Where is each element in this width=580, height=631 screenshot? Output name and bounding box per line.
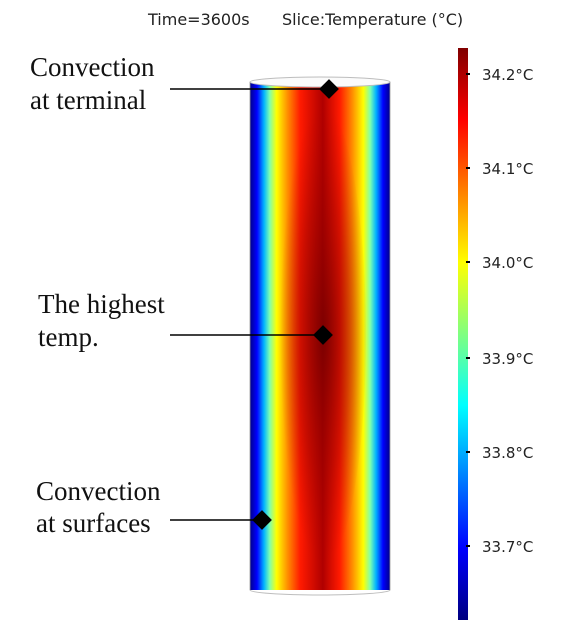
tick-label-33-9: 33.9°C	[482, 350, 533, 368]
color-bar	[458, 48, 468, 620]
annotation-highest: The highest temp.	[38, 289, 333, 352]
tick-label-34-2: 34.2°C	[482, 66, 533, 84]
annotation-terminal: Convection at terminal	[30, 52, 339, 115]
tick-label-33-7: 33.7°C	[482, 538, 533, 556]
annotation-highest-line1: The highest	[38, 289, 165, 319]
marker-terminal	[319, 79, 339, 99]
tick-label-34-1: 34.1°C	[482, 160, 533, 178]
annotation-surfaces-line1: Convection	[36, 476, 161, 506]
marker-highest	[313, 325, 333, 345]
annotation-surfaces: Convection at surfaces	[36, 476, 272, 538]
time-label: Time=3600s	[147, 10, 250, 29]
tick-label-33-8: 33.8°C	[482, 444, 533, 462]
annotation-highest-line2: temp.	[38, 322, 99, 352]
annotation-surfaces-line2: at surfaces	[36, 508, 151, 538]
annotation-terminal-line2: at terminal	[30, 85, 146, 115]
color-legend: 34.2°C 34.1°C 34.0°C 33.9°C 33.8°C 33.7°…	[458, 48, 533, 620]
annotation-terminal-line1: Convection	[30, 52, 155, 82]
cylinder-top-cap	[249, 76, 391, 88]
marker-surfaces	[252, 510, 272, 530]
color-bar-ticks: 34.2°C 34.1°C 34.0°C 33.9°C 33.8°C 33.7°…	[466, 66, 533, 556]
slice-label: Slice:Temperature (°C)	[282, 10, 463, 29]
tick-label-34-0: 34.0°C	[482, 254, 533, 272]
cylinder-bottom-edge	[249, 589, 391, 596]
